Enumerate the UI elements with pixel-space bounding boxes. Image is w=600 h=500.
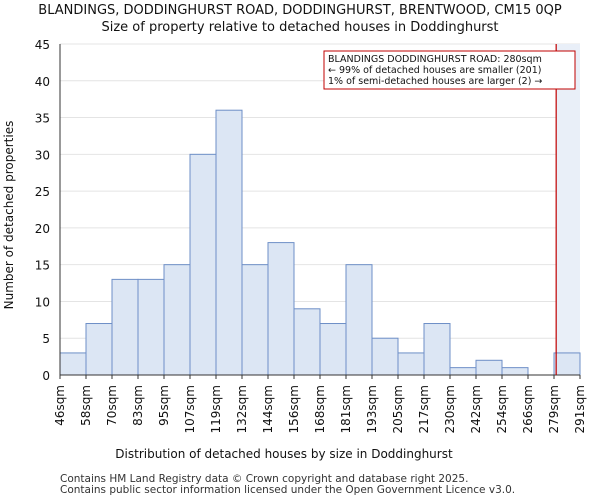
bar: [345, 264, 373, 376]
x-tick-label: 266sqm: [521, 385, 535, 433]
x-tick-label: 119sqm: [209, 385, 223, 433]
chart-subtitle: Size of property relative to detached ho…: [101, 20, 499, 35]
bar: [371, 337, 399, 376]
x-tick-label: 279sqm: [547, 385, 561, 433]
bar: [267, 242, 295, 376]
axes: [59, 44, 581, 379]
x-tick-label: 291sqm: [573, 385, 587, 433]
x-tick-label: 144sqm: [261, 385, 275, 433]
y-tick-label: 30: [35, 148, 50, 162]
bar: [189, 153, 217, 376]
x-tick-label: 95sqm: [157, 385, 171, 426]
x-tick-label: 58sqm: [79, 385, 93, 426]
footer-line-1: Contains HM Land Registry data © Crown c…: [60, 473, 469, 485]
x-tick-label: 168sqm: [313, 385, 327, 433]
x-tick-label: 156sqm: [287, 385, 301, 433]
marker-region: [556, 44, 580, 375]
annotation-line-3: 1% of semi-detached houses are larger (2…: [328, 76, 542, 87]
annotation-line-1: BLANDINGS DODDINGHURST ROAD: 280sqm: [328, 54, 542, 65]
y-tick-label: 25: [35, 185, 50, 199]
y-tick-label: 0: [42, 369, 50, 383]
y-tick-labels: 0 5 10 15 20 25 30 35 40 45: [35, 38, 50, 383]
bar: [293, 308, 321, 376]
annotation-box: BLANDINGS DODDINGHURST ROAD: 280sqm ← 99…: [323, 50, 576, 90]
bar: [163, 264, 191, 376]
y-tick-label: 45: [35, 38, 50, 52]
bar: [475, 359, 503, 376]
bar: [553, 352, 581, 376]
x-axis-label: Distribution of detached houses by size …: [115, 447, 453, 461]
y-tick-label: 35: [35, 112, 50, 126]
x-tick-label: 242sqm: [469, 385, 483, 433]
x-tick-label: 46sqm: [53, 385, 67, 426]
bar: [215, 109, 243, 376]
bar: [111, 278, 139, 376]
y-tick-label: 10: [35, 295, 50, 309]
bar: [397, 352, 425, 376]
x-tick-label: 193sqm: [365, 385, 379, 433]
marker-shade: [556, 44, 580, 375]
x-tick-label: 181sqm: [339, 385, 353, 433]
x-tick-label: 217sqm: [417, 385, 431, 433]
chart-title-block: BLANDINGS, DODDINGHURST ROAD, DODDINGHUR…: [0, 2, 600, 36]
bar: [319, 323, 347, 376]
annotation-line-2: ← 99% of detached houses are smaller (20…: [328, 65, 541, 76]
y-tick-label: 5: [42, 332, 50, 346]
bar: [241, 264, 269, 376]
y-tick-label: 20: [35, 222, 50, 236]
annotation-frame: [323, 50, 576, 90]
y-tick-label: 40: [35, 75, 50, 89]
x-tick-label: 70sqm: [105, 385, 119, 426]
y-axis-label: Number of detached properties: [2, 121, 16, 310]
x-tick-label: 230sqm: [443, 385, 457, 433]
bar: [423, 323, 451, 376]
bar: [85, 323, 113, 376]
bar: [59, 352, 87, 376]
bars: [59, 109, 581, 376]
x-tick-label: 132sqm: [235, 385, 249, 433]
bar: [501, 367, 529, 376]
x-tick-label: 83sqm: [131, 385, 145, 426]
bar: [449, 367, 477, 376]
bar: [137, 278, 165, 376]
x-tick-label: 254sqm: [495, 385, 509, 433]
footer-line-2: Contains public sector information licen…: [60, 484, 516, 496]
chart-title: BLANDINGS, DODDINGHURST ROAD, DODDINGHUR…: [38, 3, 562, 18]
y-tick-label: 15: [35, 259, 50, 273]
x-tick-labels: 46sqm 58sqm 70sqm 83sqm 95sqm 107sqm 119sqm 132…: [53, 385, 587, 433]
x-tick-label: 107sqm: [183, 385, 197, 433]
x-tick-label: 205sqm: [391, 385, 405, 433]
